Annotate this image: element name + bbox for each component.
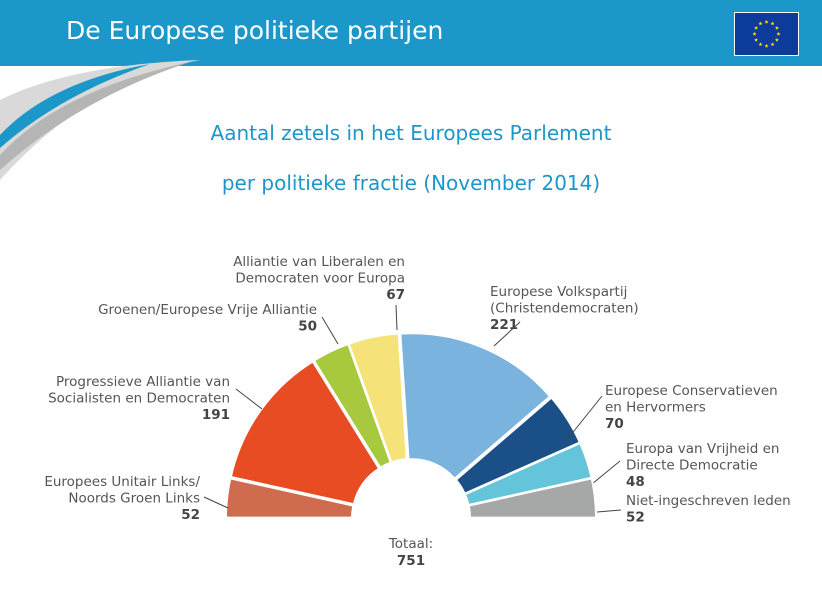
- pie-slice: [347, 332, 408, 464]
- page-title: De Europese politieke partijen: [66, 16, 444, 45]
- flag-star-icon: [754, 37, 759, 42]
- chart-plot: Europees Unitair Links/Noords Groen Link…: [44, 254, 790, 569]
- flag-star-icon: [774, 25, 779, 30]
- slice-value-label: 50: [298, 319, 317, 335]
- slice-label: (Christendemocraten): [490, 301, 639, 317]
- slice-value-label: 70: [605, 416, 624, 432]
- slice-label: Directe Democratie: [626, 458, 758, 474]
- slice-label: en Hervormers: [605, 400, 706, 416]
- slice-label: Alliantie van Liberalen en: [233, 254, 405, 270]
- flag-star-icon: [758, 21, 763, 26]
- leader-line: [321, 316, 339, 345]
- slice-label: Socialisten en Democraten: [48, 391, 230, 407]
- slice-label: Europese Conservatieven: [605, 383, 778, 399]
- leader-line: [203, 496, 229, 509]
- eu-flag-icon: [734, 12, 799, 56]
- flag-star-icon: [774, 37, 779, 42]
- slice-label: Noords Groen Links: [68, 491, 200, 507]
- leader-line: [596, 509, 622, 513]
- slice-label: Progressieve Alliantie van: [56, 374, 230, 390]
- pie-slice: [399, 332, 552, 481]
- flag-star-icon: [764, 19, 769, 24]
- eu-flag-stars: [752, 19, 781, 48]
- flag-star-icon: [764, 43, 769, 48]
- leader-line: [395, 304, 398, 331]
- slice-value-label: 52: [626, 510, 645, 526]
- leader-line: [565, 395, 603, 442]
- decorative-swoosh: [0, 60, 200, 180]
- leader-line: [493, 321, 521, 347]
- header-bar: De Europese politieke partijen: [0, 0, 822, 66]
- slice-value-label: 48: [626, 474, 645, 490]
- chart-title-line2: per politieke fractie (November 2014): [221, 171, 601, 195]
- slice-value-label: 52: [181, 507, 200, 523]
- slice-label: Democraten voor Europa: [235, 271, 405, 287]
- chart-title-line1: Aantal zetels in het Europees Parlement: [210, 121, 612, 145]
- slice-label: Europese Volkspartij: [490, 284, 627, 300]
- slice-label: Europees Unitair Links/: [44, 474, 200, 490]
- flag-star-icon: [770, 21, 775, 26]
- pie-slice: [225, 477, 355, 519]
- slice-value-label: 191: [202, 407, 230, 423]
- slice-value-label: 67: [386, 287, 405, 303]
- pie-slice: [229, 360, 381, 506]
- slice-label: Niet-ingeschreven leden: [626, 493, 791, 509]
- leader-line: [591, 460, 621, 485]
- total-label: Totaal:: [388, 536, 433, 552]
- flag-star-icon: [754, 25, 759, 30]
- flag-star-icon: [776, 31, 781, 36]
- slice-value-label: 221: [490, 317, 518, 333]
- flag-star-icon: [752, 31, 757, 36]
- leader-line: [235, 388, 263, 410]
- pie-slice: [467, 477, 597, 519]
- flag-star-icon: [770, 42, 775, 47]
- slice-label: Europa van Vrijheid en: [626, 441, 779, 457]
- total-value: 751: [397, 553, 425, 569]
- slice-label: Groenen/Europese Vrije Alliantie: [98, 302, 317, 318]
- flag-star-icon: [758, 42, 763, 47]
